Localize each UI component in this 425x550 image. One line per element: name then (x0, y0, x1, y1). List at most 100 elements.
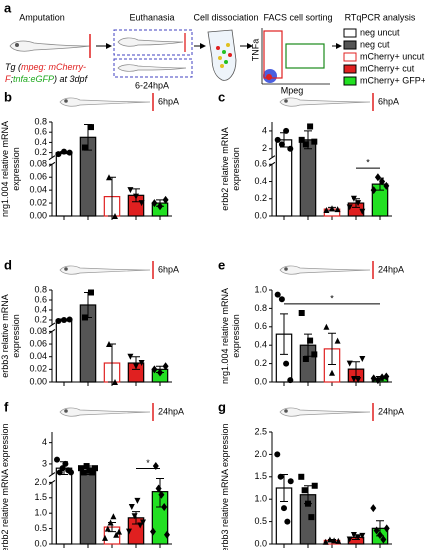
axis-break (268, 155, 276, 161)
legend-label: mCherry+ GFP+ cut (360, 75, 425, 85)
panel-label: b (4, 89, 12, 104)
data-point (61, 316, 67, 323)
significance-label: * (146, 458, 150, 468)
data-point (151, 365, 158, 374)
data-point (104, 525, 111, 532)
data-point (55, 151, 62, 158)
y-tick-label: 0.8 (34, 284, 47, 294)
data-point (127, 353, 134, 360)
data-point (157, 202, 163, 211)
data-point (287, 478, 294, 485)
data-point (283, 127, 290, 134)
data-point (302, 141, 309, 148)
time-label: 6hpA (158, 264, 179, 274)
larva-eye (284, 409, 288, 413)
legend-swatch (343, 40, 357, 50)
data-point (56, 469, 63, 476)
data-point (78, 465, 84, 472)
data-point (334, 337, 341, 344)
data-point (374, 376, 381, 385)
data-point (370, 186, 377, 195)
data-point (383, 181, 390, 190)
data-point (329, 369, 335, 376)
y-tick-label: 0.5 (254, 516, 267, 526)
legend-swatch (343, 76, 357, 86)
data-point (133, 193, 139, 200)
y-tick-label: 0.5 (34, 523, 47, 533)
data-point (106, 341, 112, 348)
larva-icon (279, 265, 371, 275)
data-point (83, 463, 90, 470)
data-point (131, 513, 138, 520)
data-point (277, 473, 284, 480)
legend-label: neg cut (360, 39, 390, 49)
y-tick-label: 0.2 (254, 193, 267, 203)
bar (299, 139, 317, 217)
legend-label: mCherry+ uncut (360, 51, 425, 61)
data-point (346, 536, 353, 543)
data-point (311, 351, 318, 358)
data-point (302, 356, 309, 362)
y-axis-label: nrg1.004 relative mRNA expression (220, 287, 241, 385)
legend-swatch (343, 52, 357, 62)
bar (55, 467, 73, 545)
data-point (107, 519, 114, 526)
time-label: 24hpA (378, 406, 404, 416)
data-point (374, 173, 381, 182)
data-point (140, 519, 146, 526)
facs-axis-label: TNFa (250, 39, 260, 62)
data-point (274, 136, 281, 143)
y-tick-label: 3 (42, 458, 47, 468)
genotype: Tg (mpeg: mCherry- (5, 62, 86, 72)
y-tick-label: 0.4 (254, 176, 267, 186)
data-point (54, 456, 60, 463)
data-point (59, 465, 66, 472)
genotype-part: ( (18, 62, 22, 72)
panel-label: d (4, 257, 12, 272)
data-point (110, 513, 117, 520)
data-point (287, 377, 294, 384)
data-point (298, 310, 305, 316)
data-point (155, 484, 162, 493)
step-label: FACS cell sorting (263, 12, 332, 22)
data-point (61, 148, 67, 155)
data-point (113, 531, 120, 538)
data-point (162, 362, 169, 371)
axis-break (48, 161, 56, 167)
y-tick-label: 1.0 (254, 494, 267, 504)
larva-icon (59, 265, 151, 275)
data-point (355, 377, 362, 384)
data-point (150, 527, 156, 536)
data-point (112, 379, 118, 385)
data-point (112, 213, 118, 219)
larva-eye (284, 99, 288, 103)
y-tick-label: 0.2 (254, 358, 267, 368)
data-point (274, 291, 281, 298)
data-point (326, 536, 333, 543)
y-tick-label: 0.6 (254, 321, 267, 331)
data-point (80, 469, 87, 476)
axis-break (268, 161, 276, 167)
data-point (322, 538, 329, 545)
y-tick-label: 0.08 (29, 326, 47, 336)
y-tick-label: 0.06 (29, 172, 47, 182)
data-point (88, 289, 94, 296)
data-point (278, 296, 285, 303)
axis-break (48, 322, 56, 328)
data-point (334, 206, 341, 213)
y-tick-label: 0.6 (34, 294, 47, 304)
y-tick-label: 0.06 (29, 338, 47, 348)
y-tick-label: 0.04 (29, 185, 47, 195)
data-point (346, 360, 353, 367)
data-point (311, 138, 318, 145)
data-point (162, 195, 169, 204)
data-point (161, 503, 168, 512)
significance-label: * (330, 293, 334, 303)
y-tick-label: 0.0 (254, 376, 267, 386)
larva-eye (64, 267, 68, 271)
y-tick-label: 1.5 (34, 492, 47, 502)
data-point (151, 199, 158, 208)
panel-label: c (218, 89, 225, 104)
genotype: F;tnfa:eGFP) at 3dpf (5, 74, 89, 84)
